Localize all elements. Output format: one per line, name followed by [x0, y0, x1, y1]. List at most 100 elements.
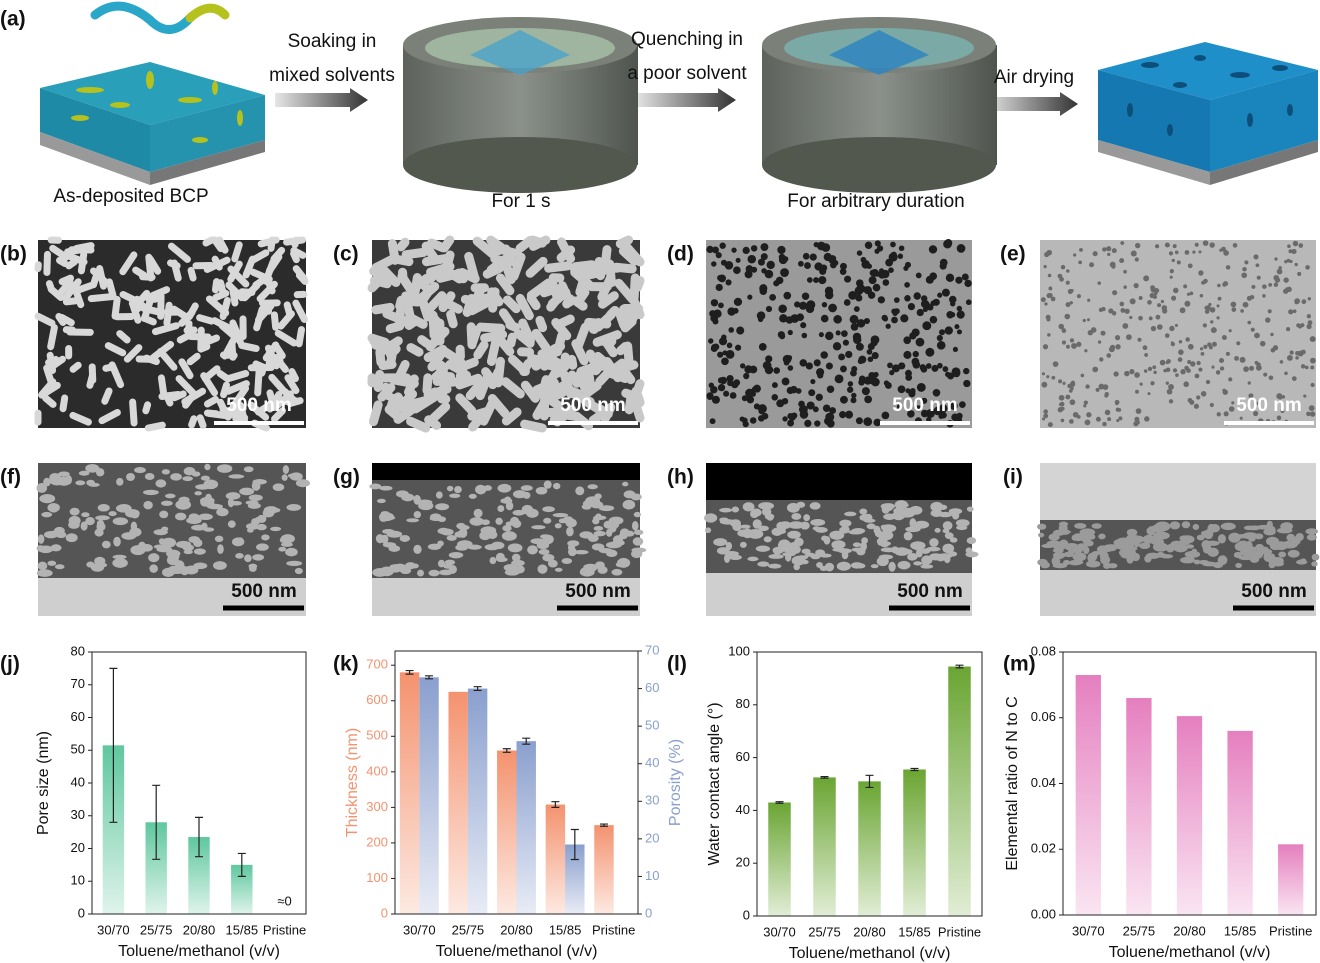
texture	[1233, 551, 1242, 559]
texture	[294, 567, 303, 575]
texture	[1058, 394, 1065, 401]
texture	[1180, 556, 1196, 564]
texture	[1283, 277, 1289, 283]
texture	[594, 403, 613, 419]
texture	[1169, 275, 1173, 279]
x-tick-label: 30/70	[403, 922, 436, 937]
texture	[869, 269, 877, 277]
texture	[915, 337, 925, 347]
x-tick-label: 15/85	[898, 924, 931, 939]
texture	[1129, 369, 1135, 375]
x-tick-label: 25/75	[140, 922, 173, 937]
texture	[1192, 250, 1196, 254]
texture	[881, 314, 888, 321]
texture	[937, 511, 953, 518]
texture	[778, 539, 791, 549]
x-tick-label: 15/85	[226, 922, 259, 937]
texture	[273, 508, 281, 513]
y2-tick-label: 10	[645, 868, 659, 883]
texture	[1099, 357, 1104, 362]
bar	[813, 777, 836, 916]
texture	[373, 369, 385, 392]
texture	[963, 379, 971, 388]
texture	[1307, 297, 1311, 301]
texture	[1187, 359, 1192, 365]
texture	[1107, 252, 1111, 257]
texture	[1306, 533, 1317, 541]
texture	[582, 381, 602, 398]
texture	[853, 306, 860, 313]
texture	[280, 534, 295, 544]
texture	[244, 554, 252, 563]
texture	[225, 281, 246, 302]
texture	[112, 517, 129, 526]
texture	[435, 268, 465, 283]
sem-cross-section: 500 nm	[369, 463, 647, 616]
x-tick-label: 20/80	[1173, 923, 1206, 938]
texture	[480, 526, 497, 535]
texture	[157, 374, 167, 396]
texture	[766, 260, 775, 270]
x-tick-label: 30/70	[1072, 923, 1105, 938]
texture	[87, 293, 117, 303]
texture	[835, 330, 841, 336]
texture	[773, 367, 781, 374]
texture	[715, 283, 723, 292]
texture	[758, 502, 775, 510]
texture	[900, 314, 909, 323]
texture	[1037, 558, 1048, 566]
texture	[163, 301, 173, 327]
texture	[228, 474, 245, 479]
texture	[227, 520, 236, 528]
texture	[417, 569, 425, 577]
texture	[96, 519, 105, 529]
texture	[706, 245, 714, 254]
texture	[801, 332, 808, 339]
texture	[111, 296, 121, 320]
texture	[252, 554, 265, 561]
texture	[1111, 248, 1117, 254]
texture	[764, 365, 774, 375]
texture	[191, 524, 207, 531]
texture	[1088, 534, 1096, 540]
texture	[932, 388, 941, 397]
texture	[709, 418, 716, 425]
texture	[382, 542, 397, 548]
texture	[936, 341, 946, 350]
texture	[777, 245, 786, 255]
texture	[454, 485, 462, 494]
texture	[285, 547, 298, 557]
error-bar	[425, 675, 434, 680]
texture	[470, 286, 485, 307]
texture	[1284, 371, 1288, 376]
texture	[425, 291, 447, 313]
texture	[1102, 421, 1107, 427]
texture	[618, 246, 639, 266]
texture	[231, 241, 243, 263]
texture	[733, 266, 741, 275]
texture	[904, 295, 911, 302]
texture	[271, 407, 286, 423]
y-axis-label: Thickness (nm)	[344, 728, 361, 837]
texture	[235, 553, 244, 559]
texture	[144, 421, 166, 432]
bar	[1227, 730, 1253, 915]
texture	[1309, 411, 1316, 417]
texture	[881, 524, 897, 533]
error-bar	[775, 801, 784, 804]
texture	[161, 500, 173, 506]
y-tick-label: 20	[736, 855, 750, 870]
error-bar	[570, 828, 579, 861]
texture	[1190, 361, 1196, 367]
texture	[815, 527, 828, 533]
texture	[1123, 269, 1127, 274]
y-tick-label: 10	[71, 873, 85, 888]
texture	[286, 560, 303, 566]
texture	[1041, 381, 1048, 388]
bar	[1278, 844, 1304, 915]
bar	[467, 688, 488, 914]
texture	[196, 314, 215, 325]
texture	[826, 385, 835, 394]
texture	[404, 316, 421, 330]
texture	[1095, 416, 1101, 422]
